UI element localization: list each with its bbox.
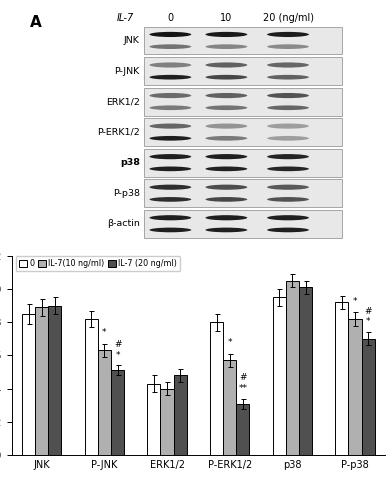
- FancyBboxPatch shape: [144, 210, 342, 238]
- FancyBboxPatch shape: [144, 88, 342, 116]
- Bar: [286, 280, 299, 455]
- Ellipse shape: [205, 166, 247, 171]
- Ellipse shape: [267, 75, 309, 80]
- Text: 20 (ng/ml): 20 (ng/ml): [263, 13, 314, 23]
- Bar: [22, 314, 35, 455]
- Ellipse shape: [267, 166, 309, 171]
- Text: JNK: JNK: [124, 36, 140, 45]
- Text: A: A: [30, 14, 42, 30]
- Ellipse shape: [205, 75, 247, 80]
- Text: *: *: [228, 338, 232, 347]
- Ellipse shape: [267, 215, 309, 220]
- Ellipse shape: [149, 32, 191, 37]
- Text: *: *: [115, 350, 120, 360]
- Ellipse shape: [149, 75, 191, 80]
- Ellipse shape: [267, 44, 309, 49]
- Text: P-JNK: P-JNK: [114, 66, 140, 76]
- Bar: [147, 384, 161, 455]
- Text: *: *: [366, 318, 370, 326]
- Ellipse shape: [205, 228, 247, 232]
- Ellipse shape: [149, 106, 191, 110]
- Bar: [98, 350, 111, 455]
- Ellipse shape: [205, 32, 247, 37]
- Ellipse shape: [267, 197, 309, 202]
- Legend: 0, IL-7(10 ng/ml), IL-7 (20 ng/ml): 0, IL-7(10 ng/ml), IL-7 (20 ng/ml): [16, 256, 180, 272]
- Ellipse shape: [267, 124, 309, 128]
- Ellipse shape: [149, 62, 191, 68]
- Text: *: *: [353, 296, 357, 306]
- Ellipse shape: [149, 228, 191, 232]
- Text: #: #: [364, 306, 372, 316]
- Text: IL-7: IL-7: [117, 13, 134, 23]
- FancyBboxPatch shape: [144, 118, 342, 146]
- Ellipse shape: [205, 62, 247, 68]
- Ellipse shape: [149, 136, 191, 140]
- Bar: [299, 288, 312, 455]
- Text: 0: 0: [167, 13, 173, 23]
- Bar: [161, 388, 173, 455]
- Text: P-p38: P-p38: [113, 189, 140, 198]
- Ellipse shape: [149, 215, 191, 220]
- Ellipse shape: [205, 124, 247, 128]
- Bar: [35, 308, 48, 455]
- Ellipse shape: [205, 154, 247, 159]
- Ellipse shape: [267, 184, 309, 190]
- FancyBboxPatch shape: [144, 57, 342, 85]
- Text: β-actin: β-actin: [107, 220, 140, 228]
- FancyBboxPatch shape: [144, 149, 342, 176]
- Ellipse shape: [149, 154, 191, 159]
- Ellipse shape: [149, 44, 191, 49]
- Text: #: #: [239, 373, 247, 382]
- Text: P-ERK1/2: P-ERK1/2: [97, 128, 140, 136]
- Ellipse shape: [149, 93, 191, 98]
- FancyBboxPatch shape: [144, 180, 342, 207]
- Ellipse shape: [149, 184, 191, 190]
- Ellipse shape: [149, 197, 191, 202]
- Bar: [85, 319, 98, 455]
- Ellipse shape: [205, 93, 247, 98]
- Bar: [111, 370, 124, 455]
- Ellipse shape: [267, 62, 309, 68]
- Ellipse shape: [267, 106, 309, 110]
- Ellipse shape: [149, 166, 191, 171]
- Bar: [349, 319, 362, 455]
- Text: #: #: [114, 340, 121, 349]
- Ellipse shape: [205, 44, 247, 49]
- Bar: [335, 302, 349, 455]
- Ellipse shape: [205, 197, 247, 202]
- Bar: [273, 298, 286, 455]
- Text: *: *: [102, 328, 107, 337]
- Ellipse shape: [267, 154, 309, 159]
- Ellipse shape: [267, 228, 309, 232]
- Ellipse shape: [149, 124, 191, 128]
- Bar: [210, 322, 223, 455]
- Bar: [48, 306, 61, 455]
- Ellipse shape: [267, 136, 309, 140]
- Ellipse shape: [205, 215, 247, 220]
- Bar: [236, 404, 249, 455]
- Text: p38: p38: [120, 158, 140, 167]
- Ellipse shape: [205, 106, 247, 110]
- Bar: [223, 360, 236, 455]
- Bar: [362, 339, 375, 455]
- Text: ERK1/2: ERK1/2: [106, 97, 140, 106]
- Ellipse shape: [205, 184, 247, 190]
- Ellipse shape: [267, 32, 309, 37]
- Ellipse shape: [267, 93, 309, 98]
- Text: **: **: [238, 384, 247, 393]
- FancyBboxPatch shape: [144, 26, 342, 54]
- Bar: [173, 376, 187, 455]
- Ellipse shape: [205, 136, 247, 140]
- Text: 10: 10: [220, 13, 233, 23]
